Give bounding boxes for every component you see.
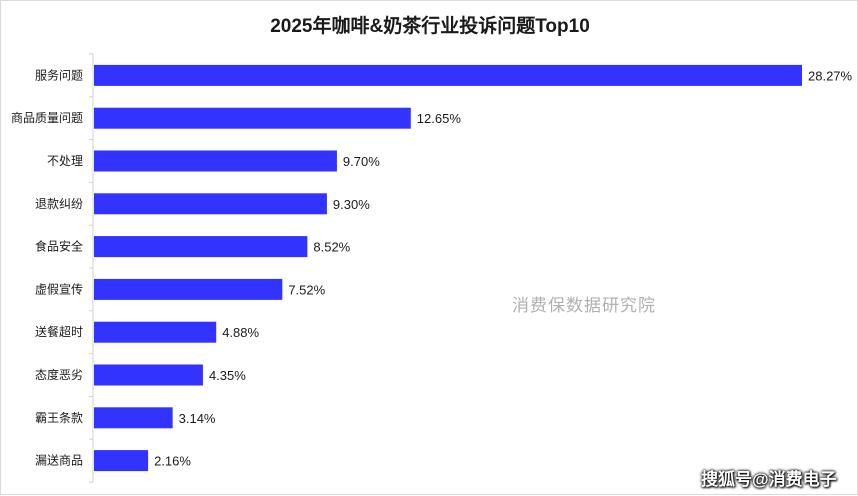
value-label: 4.35%	[209, 368, 246, 383]
value-label: 9.30%	[333, 197, 370, 212]
bar	[94, 236, 308, 258]
value-label: 8.52%	[313, 240, 350, 255]
category-label: 霸王条款	[35, 411, 83, 425]
chart-title: 2025年咖啡&奶茶行业投诉问题Top10	[270, 16, 590, 37]
value-label: 2.16%	[154, 454, 191, 469]
category-label: 送餐超时	[35, 324, 83, 339]
category-label: 食品安全	[35, 239, 83, 254]
watermark: 消费保数据研究院	[512, 296, 656, 316]
bar	[94, 407, 173, 429]
source-badge: 搜狐号@消费电子	[701, 470, 837, 489]
bar	[94, 364, 203, 386]
bar	[94, 107, 411, 129]
bar	[94, 321, 217, 343]
category-label: 商品质量问题	[11, 110, 83, 125]
value-label: 9.70%	[343, 154, 380, 169]
category-label: 虚假宣传	[35, 281, 83, 296]
bar	[94, 64, 802, 86]
bar	[94, 450, 149, 472]
category-label: 服务问题	[35, 67, 83, 82]
value-label: 7.52%	[288, 282, 325, 297]
value-label: 28.27%	[808, 68, 853, 83]
category-label: 不处理	[47, 154, 83, 168]
value-label: 3.14%	[179, 411, 216, 426]
value-label: 4.88%	[222, 325, 259, 340]
bar	[94, 278, 283, 300]
value-label: 12.65%	[417, 111, 462, 126]
bar	[94, 193, 327, 215]
category-label: 漏送商品	[35, 453, 83, 468]
bar	[94, 150, 337, 172]
category-label: 退款纠纷	[35, 197, 83, 211]
category-label: 态度恶劣	[35, 367, 83, 382]
